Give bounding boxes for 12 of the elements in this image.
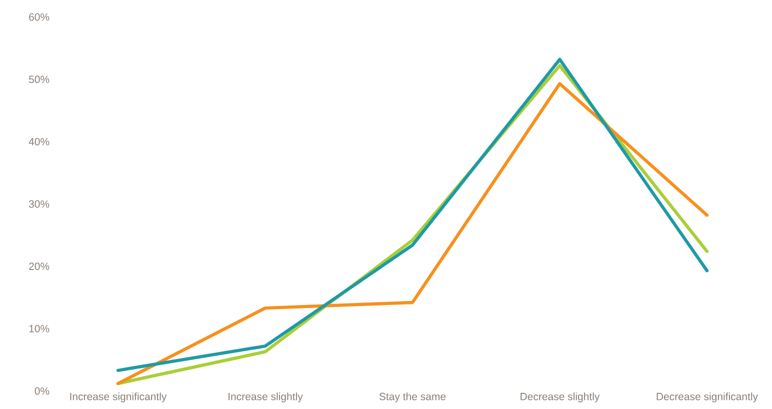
y-tick-label: 30% <box>28 200 50 208</box>
x-tick-label: Decrease slightly <box>520 392 600 402</box>
y-tick-label: 60% <box>29 13 50 21</box>
y-tick-label: 40% <box>28 138 50 146</box>
y-tick-label: 10% <box>29 324 50 332</box>
y-tick-label: 50% <box>28 76 50 84</box>
x-tick-label: Decrease significantly <box>656 392 758 402</box>
y-tick-label: 0% <box>34 387 50 395</box>
x-tick-label: Stay the same <box>379 392 446 402</box>
x-tick-label: Increase slightly <box>228 392 303 402</box>
y-tick-label: 20% <box>29 262 50 270</box>
x-tick-label: Increase significantly <box>70 392 167 402</box>
